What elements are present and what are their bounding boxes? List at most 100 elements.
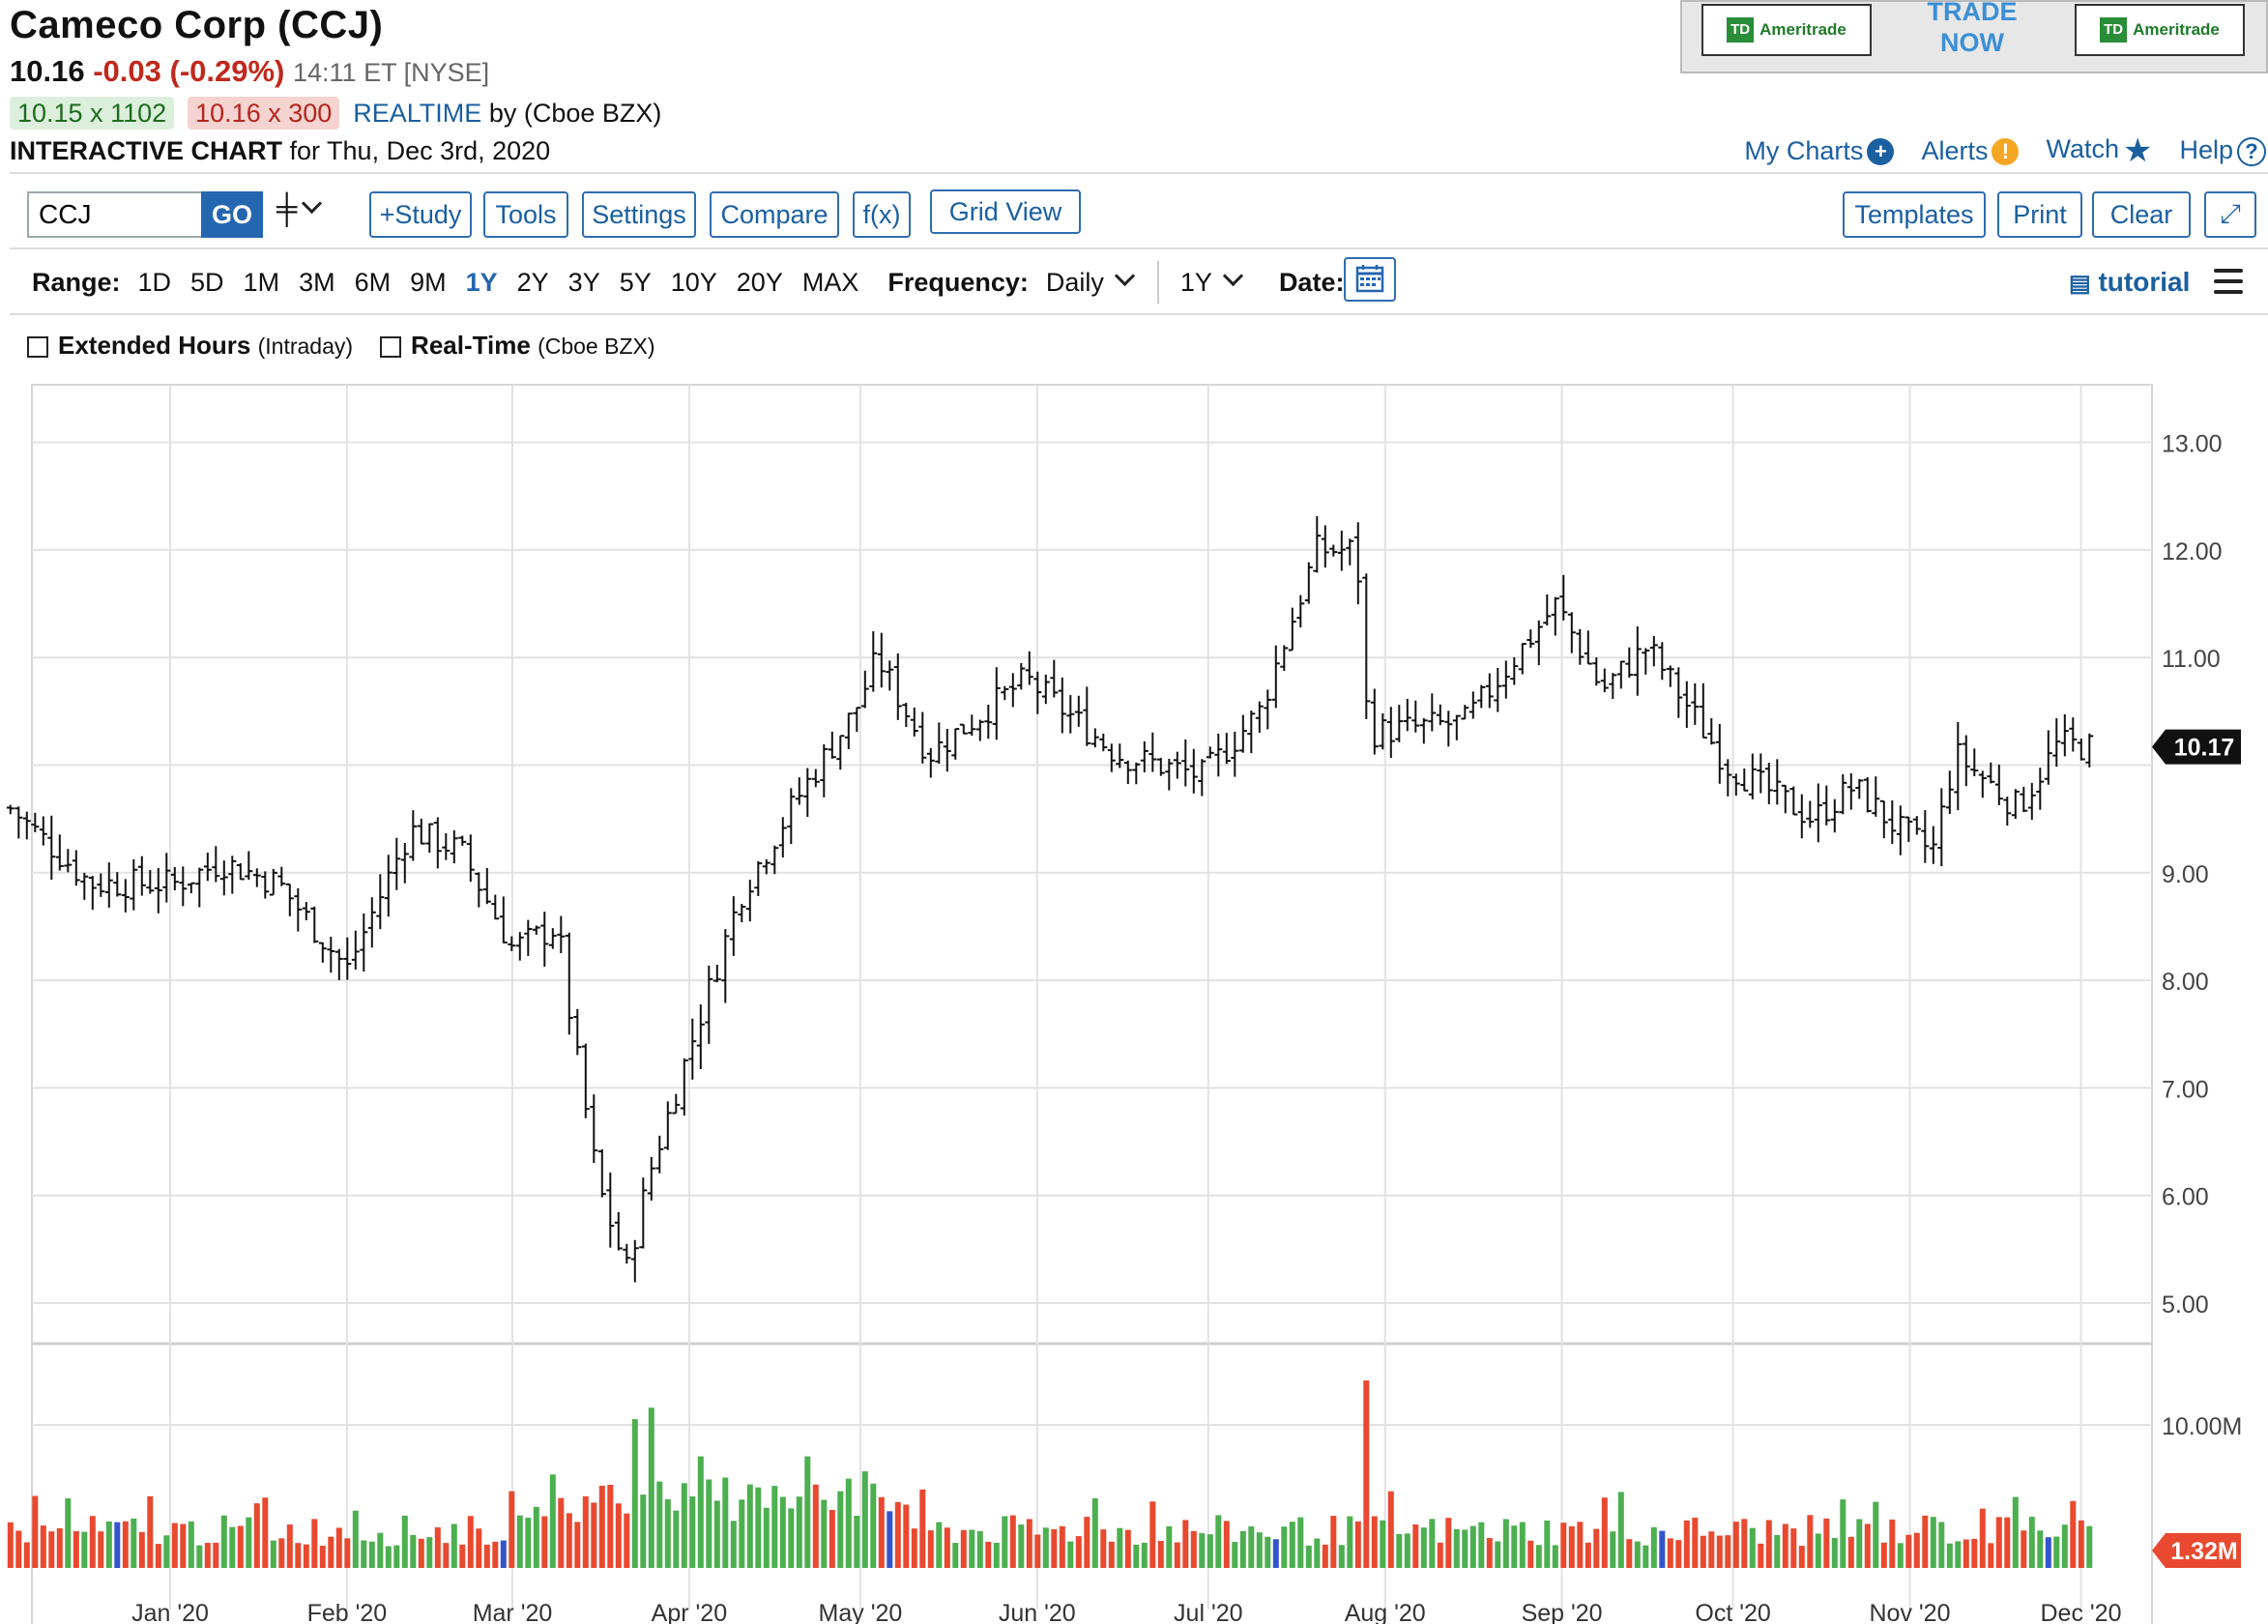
volume-bar — [664, 1498, 671, 1568]
range-2y[interactable]: 2Y — [516, 267, 549, 297]
range-6m[interactable]: 6M — [354, 267, 392, 297]
alerts-link[interactable]: Alerts! — [1921, 136, 2020, 166]
x-tick-label: Dec '20 — [2041, 1600, 2122, 1624]
range-10y[interactable]: 10Y — [670, 267, 717, 297]
price-tick-label: 6.00 — [2162, 1184, 2209, 1211]
range-1d[interactable]: 1D — [137, 267, 172, 297]
volume-bar — [2045, 1537, 2051, 1568]
price-tick-label: 11.00 — [2162, 646, 2221, 673]
volume-bar — [1946, 1543, 1953, 1568]
my-charts-link[interactable]: My Charts + — [1744, 136, 1895, 166]
settings-button[interactable]: Settings — [582, 191, 696, 238]
range-1y[interactable]: 1Y — [465, 267, 498, 297]
volume-bar — [1511, 1525, 1518, 1568]
range-5d[interactable]: 5D — [190, 267, 224, 297]
volume-bar — [1124, 1529, 1131, 1568]
go-button[interactable]: GO — [201, 191, 263, 238]
grid-view-button[interactable]: Grid View — [930, 189, 1081, 234]
volume-bar — [1725, 1535, 1731, 1568]
range-5y[interactable]: 5Y — [619, 267, 652, 297]
price-change-pct: (-0.29%) — [169, 54, 285, 88]
volume-bar — [1256, 1532, 1263, 1568]
volume-bar — [1281, 1526, 1288, 1568]
clear-button[interactable]: Clear — [2092, 191, 2191, 238]
volume-bar — [1371, 1516, 1378, 1568]
volume-bar — [237, 1525, 244, 1568]
study-button[interactable]: +Study — [369, 191, 472, 238]
date-picker-button[interactable] — [1344, 257, 1396, 302]
help-link[interactable]: Help? — [2179, 135, 2266, 166]
volume-bar — [105, 1521, 112, 1568]
fx-button[interactable]: f(x) — [853, 191, 911, 238]
real-time-checkbox[interactable]: Real-Time (Cboe BZX) — [380, 331, 655, 361]
realtime-link[interactable]: REALTIME — [353, 99, 482, 128]
volume-bar — [155, 1544, 161, 1568]
range-max[interactable]: MAX — [801, 267, 859, 297]
ad-banner[interactable]: TD Ameritrade TRADE NOW TD Ameritrade — [1680, 0, 2268, 73]
watch-link[interactable]: Watch ★ — [2046, 131, 2152, 170]
tools-button[interactable]: Tools — [483, 191, 568, 238]
frequency-select[interactable]: Daily — [1046, 265, 1136, 298]
volume-bar — [1765, 1520, 1772, 1568]
x-tick-label: Jan '20 — [131, 1600, 209, 1624]
volume-bar — [48, 1531, 55, 1568]
volume-bar — [1002, 1516, 1008, 1568]
x-tick-label: Jul '20 — [1174, 1600, 1242, 1624]
volume-bar — [180, 1523, 187, 1568]
bid-badge: 10.15 x 1102 — [10, 97, 175, 130]
volume-bar — [812, 1484, 819, 1568]
volume-bar — [854, 1515, 860, 1568]
templates-button[interactable]: Templates — [1843, 191, 1986, 238]
volume-bar — [1108, 1541, 1115, 1568]
range-9m[interactable]: 9M — [410, 267, 447, 297]
volume-bar — [1026, 1519, 1032, 1568]
volume-bar — [196, 1545, 203, 1568]
td-logo-icon: TD — [2100, 17, 2128, 43]
expand-button[interactable]: ⤢ — [2204, 191, 2256, 238]
volume-bar — [385, 1546, 392, 1568]
volume-bar — [911, 1528, 917, 1568]
period-select[interactable]: 1Y — [1180, 265, 1244, 298]
volume-bar — [903, 1504, 910, 1568]
volume-bar — [434, 1527, 441, 1568]
volume-bar — [1988, 1543, 1994, 1568]
trade-now-cta[interactable]: TRADE NOW — [1914, 0, 2030, 58]
volume-bar — [114, 1522, 121, 1568]
price-tick-label: 13.00 — [2162, 431, 2223, 458]
volume-bar — [40, 1525, 46, 1568]
range-20y[interactable]: 20Y — [736, 267, 783, 297]
volume-bar — [1683, 1520, 1690, 1568]
volume-bar — [648, 1407, 654, 1568]
volume-bar — [1059, 1525, 1065, 1568]
volume-bar — [1239, 1530, 1246, 1568]
volume-bar — [2070, 1500, 2077, 1568]
volume-bar — [1305, 1545, 1312, 1568]
volume-bar — [1437, 1542, 1443, 1568]
volume-bar — [804, 1456, 811, 1568]
volume-bar — [476, 1528, 482, 1568]
tutorial-link[interactable]: ▤ tutorial — [2069, 267, 2190, 298]
volume-bar — [1330, 1516, 1337, 1568]
volume-bar — [163, 1535, 170, 1568]
range-3m[interactable]: 3M — [299, 267, 335, 297]
hamburger-menu-icon[interactable] — [2214, 269, 2243, 301]
volume-bar — [1716, 1535, 1723, 1568]
volume-bar — [56, 1528, 63, 1568]
extended-hours-checkbox[interactable]: Extended Hours (Intraday) — [27, 331, 353, 361]
alert-icon: ! — [1992, 138, 2020, 166]
price-tick-label: 9.00 — [2162, 861, 2209, 888]
chart-type-selector[interactable]: ╪ — [276, 192, 323, 226]
range-1m[interactable]: 1M — [243, 267, 280, 297]
ameritrade-logo-left: TD Ameritrade — [1701, 4, 1872, 56]
compare-button[interactable]: Compare — [710, 191, 839, 238]
volume-bar — [418, 1538, 424, 1568]
symbol-input[interactable] — [27, 191, 203, 238]
print-button[interactable]: Print — [1997, 191, 2082, 238]
volume-bar — [2078, 1520, 2084, 1568]
range-3y[interactable]: 3Y — [567, 267, 600, 297]
volume-bar — [516, 1515, 523, 1568]
top-links: My Charts + Alerts! Watch ★ Help? — [1744, 131, 2266, 170]
volume-tick-label: 10.00M — [2162, 1413, 2242, 1440]
volume-bar — [1420, 1527, 1427, 1568]
